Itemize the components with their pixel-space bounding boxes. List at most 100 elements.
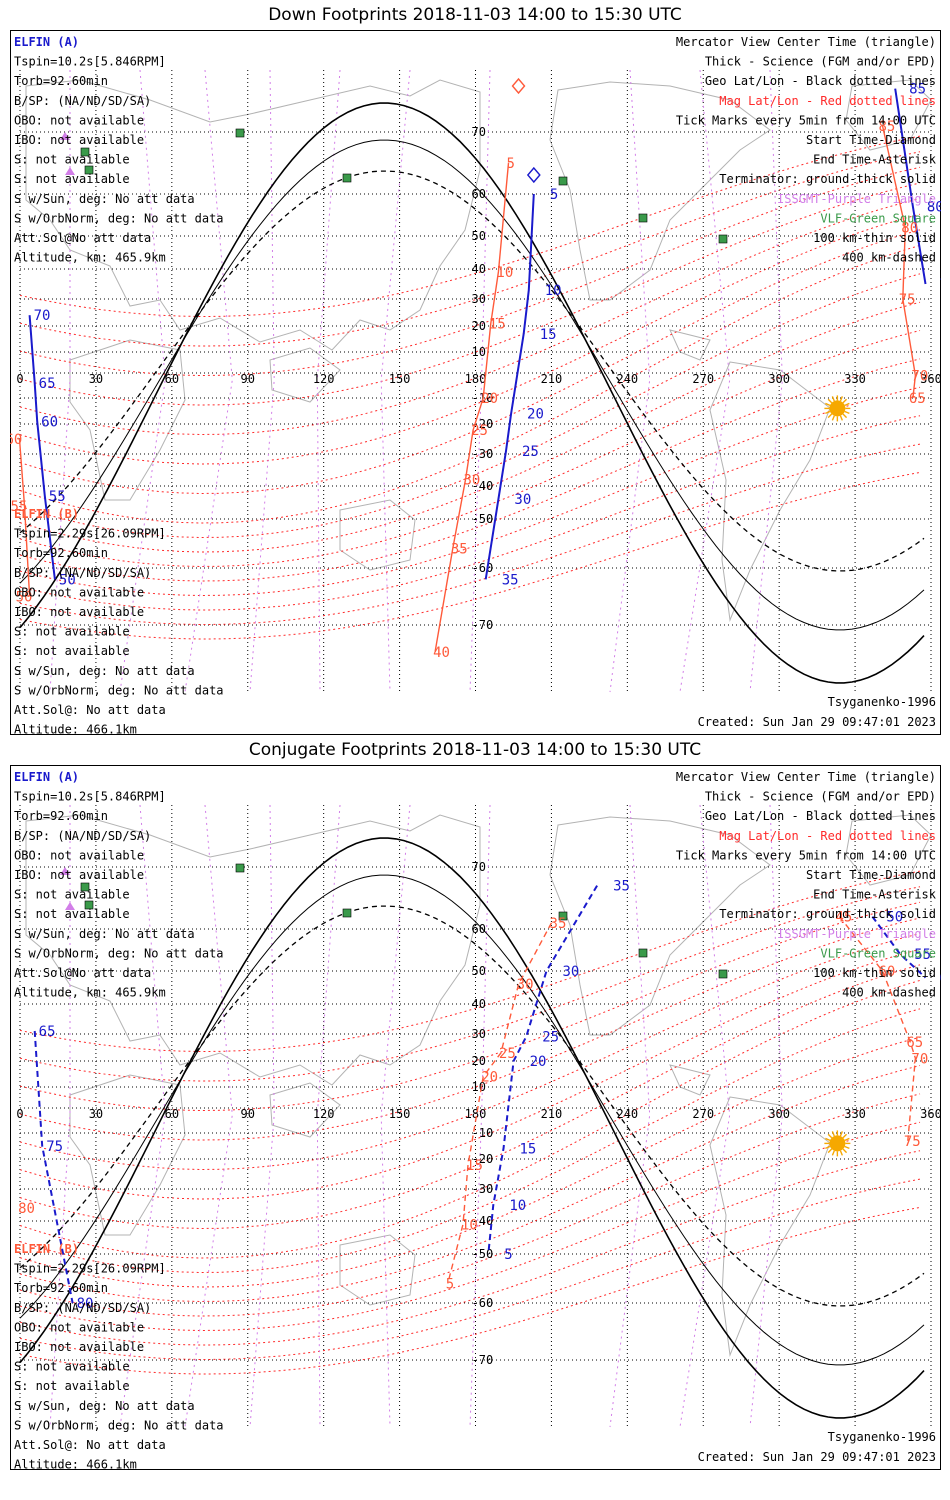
p0-issgmt-station-0 [60,132,70,140]
p1-elfin-a-track-west [33,1030,74,1304]
p0-elfin-a-tick-label-20: 20 [527,407,544,423]
p0-terminator-100km [19,139,925,631]
conjugate-footprints-map: 0 30 60 90 120 150 180 210 240 270 300 330 360 70 60 50… [10,765,941,1470]
p0-legend-entry-8: ISSGMT-Purple Triangle [777,192,936,206]
p1-legend-entry-1: Thick - Science (FGM and/or EPD) [705,790,936,804]
p0-elfin-a-info-9: Att.Sol@No att data [14,231,151,245]
p0-lat-tick-60: 60 [472,187,486,201]
p1-elfin-b-tick-label-10: 10 [461,1217,478,1233]
p0-mag-meridian-7 [609,69,651,693]
p1-elfin-a-info-2: B/SP: (NA/ND/SD/SA) [14,829,151,843]
p1-legend-entry-2: Geo Lat/Lon - Black dotted lines [705,809,936,823]
p0-lat-tick-70: 70 [472,125,486,139]
p0-legend-entry-2: Geo Lat/Lon - Black dotted lines [705,74,936,88]
p0-elfin-a-info-7: S w/Sun, deg: No att data [14,192,195,206]
p1-vlf-station-3 [342,908,352,918]
p1-elfin-b-info-10: Altitude: 466.1km [14,1458,137,1470]
p0-elfin-b-track-main [434,162,510,652]
p1-sun-ray-3 [839,1150,843,1156]
p1-land-outline-2 [269,1082,341,1138]
p0-mag-parallel-5 [19,213,921,465]
p1-model-label: Tsyganenko-1996 [828,1430,936,1444]
p1-sun-ray-2 [842,1148,848,1154]
p1-legend-entry-3: Mag Lat/Lon - Red dotted lines [719,829,936,843]
p1-mag-parallel-11 [19,1093,921,1317]
p0-sun-ray-3 [839,415,843,421]
p0-lon-tick-150: 150 [389,372,411,386]
p0-lon-tick-90: 90 [241,372,255,386]
p1-elfin-b-tick-label-60: 60 [879,964,896,980]
p1-elfin-a-name: ELFIN (A) [14,770,79,784]
p0-elfin-b-tick-label-15: 15 [489,316,506,332]
p0-lat-tick--30: -30 [472,447,494,461]
p1-mag-parallel-9 [19,1036,921,1288]
p1-mag-parallel-8 [19,1008,921,1274]
conjugate-footprints-title: Conjugate Footprints 2018-11-03 14:00 to… [248,740,702,760]
p0-vlf-station-4 [558,176,568,186]
p1-legend-entry-4: Tick Marks every 5min from 14:00 UTC [676,848,936,862]
p0-elfin-a-tick-label-25: 25 [522,444,539,460]
p0-mag-meridian-8 [679,69,731,693]
p0-elfin-b-tick-label-60: 60 [10,432,22,448]
p1-lat-tick--70: -70 [472,1353,494,1367]
p0-land-outline-6 [709,361,831,622]
p0-land-outline-1 [69,339,186,501]
p0-panel-border [10,30,941,735]
p0-lon-tick-30: 30 [89,372,103,386]
p0-mag-parallel-11 [19,358,921,582]
p1-legend-entry-11: 400 km-dashed [842,986,936,1000]
p0-sun-ray-1 [844,410,850,415]
p0-sun-disc [829,400,846,417]
p1-elfin-a-info-10: Altitude, km: 465.9km [14,986,166,1000]
p0-lat-tick--50: -50 [472,512,494,526]
p0-lat-tick--40: -40 [472,479,494,493]
p0-lon-tick-60: 60 [165,372,179,386]
p1-elfin-a-tick-label-55: 55 [914,947,931,963]
p0-elfin-b-tick-label-10: 10 [496,265,513,281]
p1-sun-ray-1 [844,1145,850,1150]
p0-land-outline-7 [845,79,932,151]
p1-elfin-a-track-main [487,885,598,1255]
p1-vlf-station-0 [235,863,245,873]
p1-sun-ray-6 [827,1148,833,1154]
p1-legend-entry-8: ISSGMT-Purple Triangle [777,927,936,941]
p0-elfin-a-tick-label-55: 55 [49,489,66,505]
p1-lon-tick-0: 0 [16,1107,23,1121]
p1-lon-tick-120: 120 [313,1107,335,1121]
p0-legend-entry-10: 100 km-thin solid [813,231,936,245]
p0-elfin-b-tick-label-50: 50 [16,590,33,606]
p0-elfin-b-tick-label-55: 55 [11,499,28,515]
p1-lon-tick-210: 210 [541,1107,563,1121]
p1-elfin-b-info-1: Torb=92.60min [14,1281,108,1295]
p1-elfin-b-info-7: S w/Sun, deg: No att data [14,1399,195,1413]
p1-mag-parallel-4 [19,933,921,1171]
p0-land-outline-2 [269,347,341,403]
p1-lat-tick-30: 30 [472,1027,486,1041]
p1-lat-tick--60: -60 [472,1296,494,1310]
p1-elfin-a-info-3: OBO: not available [14,848,144,862]
p1-legend-entry-5: Start Time-Diamond [806,868,936,882]
p0-elfin-a-info-6: S: not available [14,172,130,186]
p1-panel-border [10,765,941,1470]
p0-elfin-b-info-2: B/SP: (NA/ND/SD/SA) [14,566,151,580]
p0-elfin-b-info-4: IBO: not available [14,605,144,619]
p0-elfin-a-info-10: Altitude, km: 465.9km [14,251,166,265]
p1-lon-tick-60: 60 [165,1107,179,1121]
p1-elfin-b-info-9: Att.Sol@: No att data [14,1438,166,1452]
p0-mag-parallel-6 [19,229,921,495]
p0-issgmt-station-1 [65,167,75,175]
p1-elfin-b-info-4: IBO: not available [14,1340,144,1354]
p0-elfin-a-info-8: S w/OrbNorm, deg: No att data [14,211,224,225]
p1-sun-ray-10 [827,1133,833,1139]
p0-lat-tick--20: -20 [472,417,494,431]
p0-vlf-station-2 [84,165,94,175]
p0-sun-ray-15 [844,402,850,406]
p0-legend-entry-3: Mag Lat/Lon - Red dotted lines [719,94,936,108]
p1-elfin-a-info-1: Torb=92.60min [14,809,108,823]
p0-elfin-b-tick-label-40: 40 [433,645,450,661]
p1-elfin-b-track-main [447,922,553,1284]
p1-elfin-a-info-8: S w/OrbNorm, deg: No att data [14,946,224,960]
p0-elfin-b-start-diamond [511,77,526,95]
p1-lon-tick-30: 30 [89,1107,103,1121]
p0-elfin-b-info-3: OBO: not available [14,585,144,599]
